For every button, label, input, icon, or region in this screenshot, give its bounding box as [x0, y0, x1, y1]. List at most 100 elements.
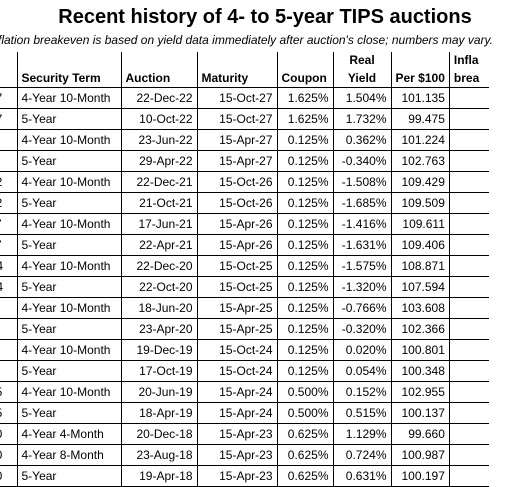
cell-coupon: 0.125%: [276, 171, 333, 193]
table-row: R74-Year 10-Month22-Dec-2215-Oct-271.625…: [0, 87, 490, 109]
header-breakeven-top: Infla: [448, 52, 490, 69]
cell-maturity: 15-Apr-24: [196, 402, 277, 424]
cell-breakeven: [448, 129, 490, 151]
cell-maturity: 15-Oct-27: [196, 87, 277, 109]
table-row: 65-Year29-Apr-2215-Apr-270.125%-0.340%10…: [0, 150, 490, 172]
cell-security-term: 5-Year: [16, 150, 121, 172]
cell-cusip: 6: [0, 129, 17, 151]
cell-auction: 22-Dec-20: [120, 255, 197, 277]
cell-security-term: 5-Year: [16, 192, 121, 214]
cell-maturity: 15-Apr-26: [196, 234, 277, 256]
page-title: Recent history of 4- to 5-year TIPS auct…: [58, 6, 472, 28]
cell-price: 109.406: [390, 234, 450, 256]
cell-maturity: 15-Oct-24: [196, 339, 277, 361]
table-row: H04-Year 8-Month23-Aug-1815-Apr-230.625%…: [0, 444, 490, 466]
cell-breakeven: [448, 276, 490, 298]
cell-coupon: 0.125%: [276, 297, 333, 319]
table-row: N55-Year18-Apr-1915-Apr-240.500%0.515%10…: [0, 402, 490, 424]
cell-real-yield: 0.020%: [332, 339, 391, 361]
cell-breakeven: [448, 381, 490, 403]
cell-security-term: 4-Year 10-Month: [16, 87, 121, 109]
cell-cusip: 8: [0, 339, 17, 361]
header-maturity: Maturity: [196, 69, 277, 88]
cell-breakeven: [448, 402, 490, 424]
cell-coupon: 0.625%: [276, 444, 333, 466]
header-breakeven-bottom: brea: [448, 69, 490, 88]
cell-maturity: 15-Oct-25: [196, 255, 277, 277]
cell-cusip: A7: [0, 213, 17, 235]
cell-cusip: H0: [0, 465, 17, 487]
cell-breakeven: [448, 150, 490, 172]
table-row: Q44-Year 10-Month22-Dec-2015-Oct-250.125…: [0, 255, 490, 277]
cell-price: 100.801: [390, 339, 450, 361]
table-row: 85-Year17-Oct-1915-Oct-240.125%0.054%100…: [0, 360, 490, 382]
cell-maturity: 15-Apr-23: [196, 465, 277, 487]
cell-auction: 22-Dec-22: [120, 87, 197, 109]
cell-real-yield: 0.631%: [332, 465, 391, 487]
cell-cusip: Q4: [0, 255, 17, 277]
cell-maturity: 15-Oct-27: [196, 108, 277, 130]
cell-auction: 29-Apr-22: [120, 150, 197, 172]
cell-breakeven: [448, 192, 490, 214]
cell-maturity: 15-Apr-25: [196, 297, 277, 319]
cell-maturity: 15-Apr-23: [196, 444, 277, 466]
cell-maturity: 15-Apr-25: [196, 318, 277, 340]
cell-cusip: H0: [0, 423, 17, 445]
cell-coupon: 0.125%: [276, 318, 333, 340]
table-row: R75-Year10-Oct-2215-Oct-271.625%1.732%99…: [0, 108, 490, 130]
table-row: Q45-Year22-Oct-2015-Oct-250.125%-1.320%1…: [0, 276, 490, 298]
cell-breakeven: [448, 423, 490, 445]
cell-real-yield: -0.340%: [332, 150, 391, 172]
cell-breakeven: [448, 465, 490, 487]
table-row: 64-Year 10-Month23-Jun-2215-Apr-270.125%…: [0, 129, 490, 151]
cell-coupon: 0.125%: [276, 276, 333, 298]
cell-cusip: 2: [0, 318, 17, 340]
cell-security-term: 5-Year: [16, 465, 121, 487]
cell-auction: 17-Jun-21: [120, 213, 197, 235]
cell-security-term: 4-Year 10-Month: [16, 213, 121, 235]
cell-coupon: 0.125%: [276, 234, 333, 256]
table-body: R74-Year 10-Month22-Dec-2215-Oct-271.625…: [0, 87, 490, 487]
cell-real-yield: 0.152%: [332, 381, 391, 403]
cell-cusip: H0: [0, 444, 17, 466]
table-row: C25-Year21-Oct-2115-Oct-260.125%-1.685%1…: [0, 192, 490, 214]
cell-auction: 22-Oct-20: [120, 276, 197, 298]
cell-security-term: 5-Year: [16, 276, 121, 298]
cell-security-term: 5-Year: [16, 402, 121, 424]
cell-breakeven: [448, 255, 490, 277]
header-cusip: [0, 69, 17, 88]
cell-auction: 23-Apr-20: [120, 318, 197, 340]
cell-real-yield: 0.724%: [332, 444, 391, 466]
cell-coupon: 0.125%: [276, 213, 333, 235]
cell-coupon: 0.625%: [276, 465, 333, 487]
cell-real-yield: 0.515%: [332, 402, 391, 424]
cell-breakeven: [448, 213, 490, 235]
cell-auction: 18-Jun-20: [120, 297, 197, 319]
cell-price: 99.475: [390, 108, 450, 130]
cell-price: 99.660: [390, 423, 450, 445]
cell-auction: 17-Oct-19: [120, 360, 197, 382]
tips-auction-table: Real Infla Security Term Auction Maturit…: [0, 52, 490, 487]
cell-cusip: C2: [0, 171, 17, 193]
cell-security-term: 4-Year 10-Month: [16, 255, 121, 277]
cell-real-yield: 0.362%: [332, 129, 391, 151]
cell-price: 102.763: [390, 150, 450, 172]
cell-auction: 19-Apr-18: [120, 465, 197, 487]
cell-coupon: 0.125%: [276, 129, 333, 151]
cell-real-yield: -0.766%: [332, 297, 391, 319]
cell-price: 108.871: [390, 255, 450, 277]
cell-real-yield: -1.416%: [332, 213, 391, 235]
table-row: H05-Year19-Apr-1815-Apr-230.625%0.631%10…: [0, 465, 490, 487]
table-row: 24-Year 10-Month18-Jun-2015-Apr-250.125%…: [0, 297, 490, 319]
cell-coupon: 0.125%: [276, 255, 333, 277]
table-row: H04-Year 4-Month20-Dec-1815-Apr-230.625%…: [0, 423, 490, 445]
cell-real-yield: 0.054%: [332, 360, 391, 382]
table-row: C24-Year 10-Month22-Dec-2115-Oct-260.125…: [0, 171, 490, 193]
cell-coupon: 0.125%: [276, 150, 333, 172]
cell-maturity: 15-Oct-26: [196, 171, 277, 193]
cell-auction: 20-Dec-18: [120, 423, 197, 445]
cell-breakeven: [448, 87, 490, 109]
cell-breakeven: [448, 318, 490, 340]
header-row-top: Real Infla: [0, 52, 490, 69]
cell-security-term: 4-Year 10-Month: [16, 339, 121, 361]
